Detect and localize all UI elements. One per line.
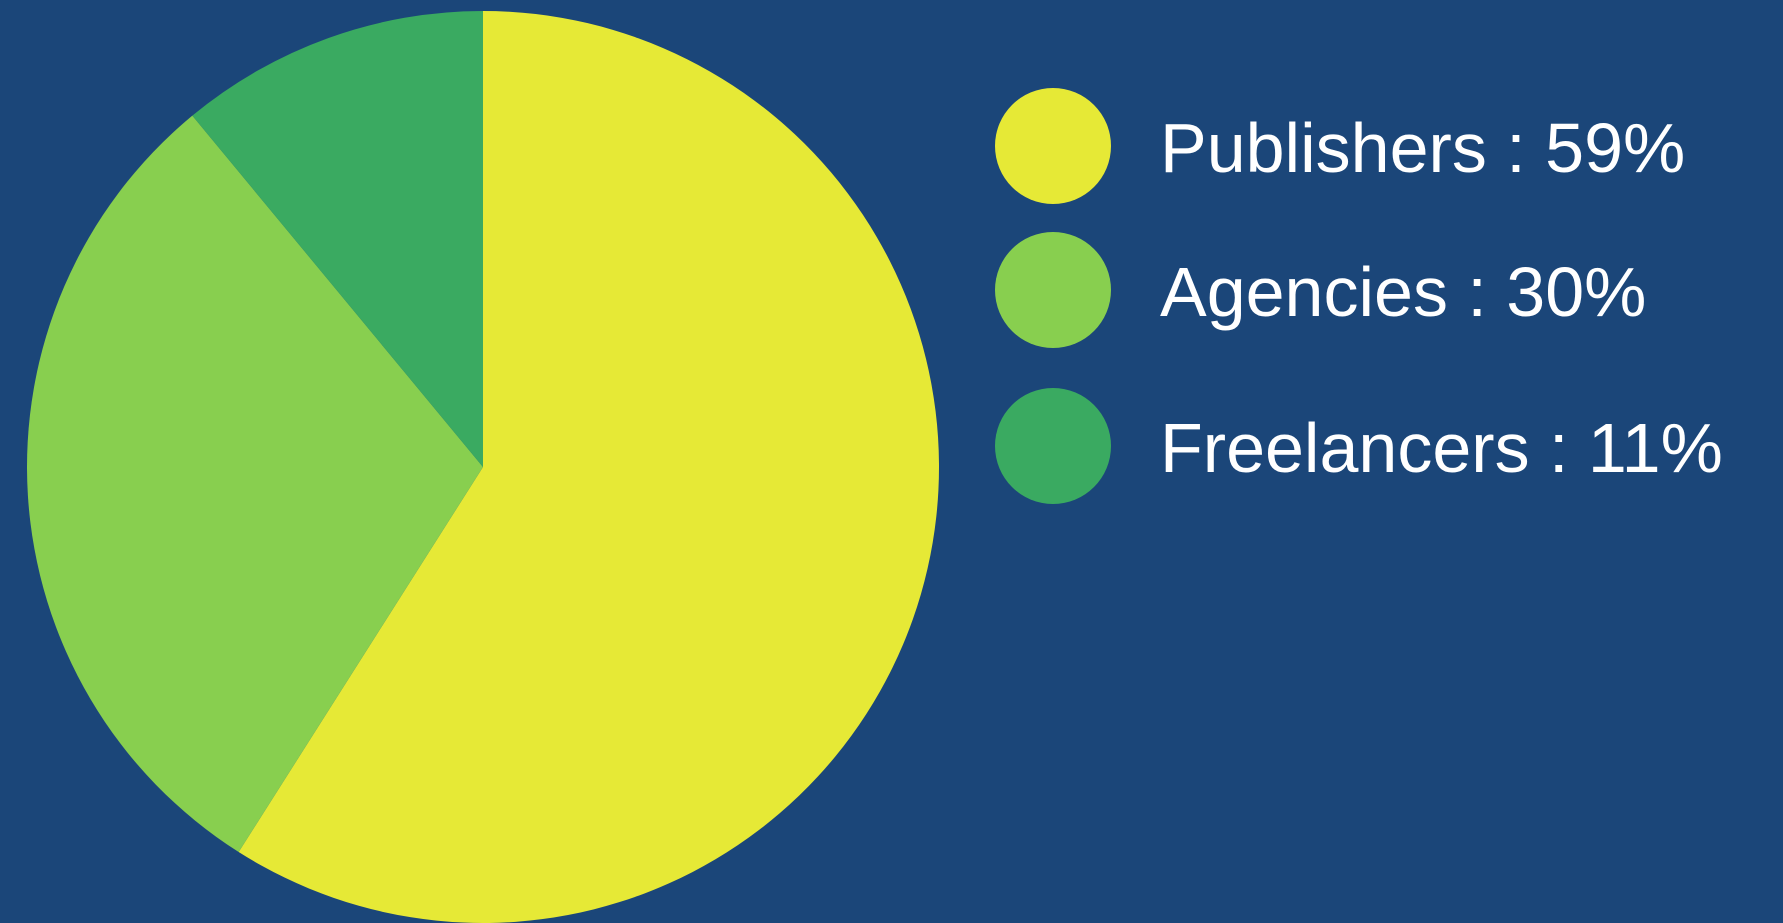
legend: Publishers : 59% Agencies : 30% Freelanc… bbox=[995, 88, 1723, 504]
legend-swatch-publishers bbox=[995, 88, 1111, 204]
pie-slices bbox=[27, 11, 939, 923]
legend-swatch-agencies bbox=[995, 232, 1111, 348]
legend-swatch-freelancers bbox=[995, 388, 1111, 504]
legend-label-publishers: Publishers : 59% bbox=[1160, 109, 1685, 187]
legend-label-freelancers: Freelancers : 11% bbox=[1160, 409, 1723, 487]
legend-label-agencies: Agencies : 30% bbox=[1160, 253, 1646, 331]
